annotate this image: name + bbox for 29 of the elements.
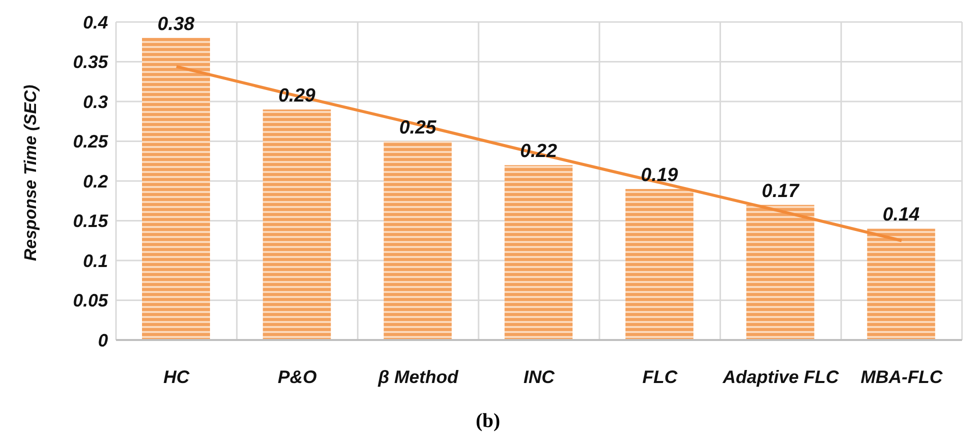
y-tick-label: 0.3 — [82, 92, 108, 112]
y-tick-label: 0 — [98, 330, 108, 350]
data-label: 0.19 — [640, 164, 678, 186]
x-tick-label: FLC — [642, 366, 678, 387]
y-tick-label: 0.1 — [82, 250, 108, 271]
text: (b) — [474, 410, 502, 433]
bar — [384, 141, 452, 340]
bar — [867, 228, 936, 340]
x-tick-label: INC — [524, 366, 556, 387]
x-tick-label: P&O — [278, 366, 317, 387]
x-tick-label: Adaptive FLC — [722, 366, 840, 387]
bar — [625, 188, 694, 340]
x-tick-label: MBA-FLC — [860, 366, 944, 387]
data-label: 0.38 — [158, 14, 195, 35]
bar — [142, 38, 210, 340]
x-tick-label: β Method — [377, 366, 460, 387]
y-tick-label: 0.05 — [72, 290, 109, 311]
bar — [262, 109, 331, 340]
y-tick-label: 0.35 — [72, 52, 109, 72]
data-label: 0.14 — [882, 204, 920, 226]
bar — [746, 204, 814, 340]
y-tick-label: 0.25 — [72, 132, 109, 152]
y-tick-label: 0.4 — [82, 12, 108, 32]
x-tick-label: HC — [163, 366, 190, 387]
y-tick-label: 0.2 — [82, 171, 108, 192]
data-label: 0.17 — [762, 180, 800, 202]
y-axis-title: Response Time (SEC) — [21, 84, 40, 261]
y-tick-label: 0.15 — [72, 211, 109, 232]
bar — [504, 165, 573, 340]
